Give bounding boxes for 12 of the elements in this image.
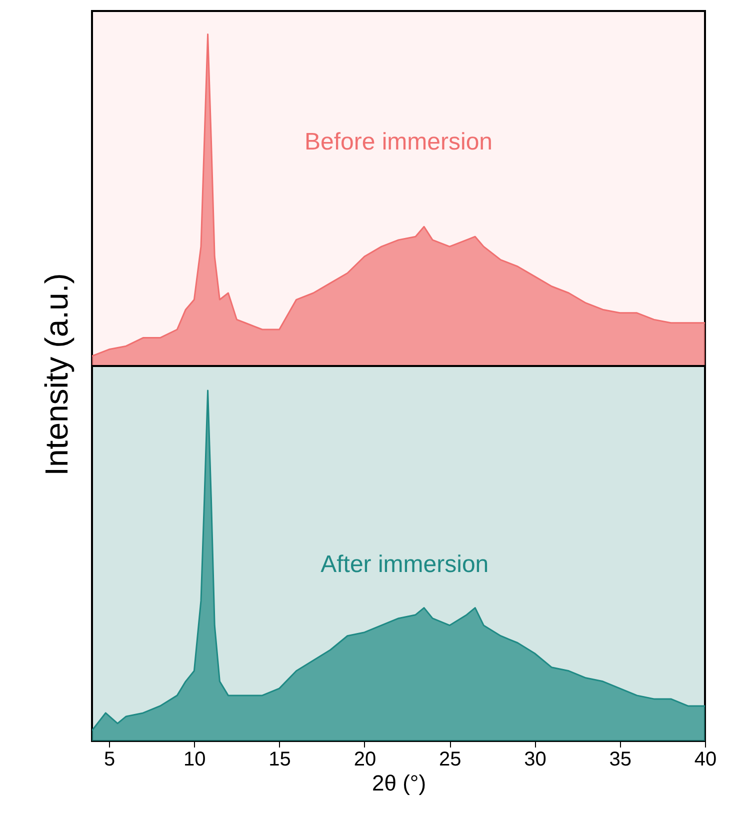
x-tick-label: 35 (609, 748, 632, 770)
x-axis-title: 2θ (°) (372, 770, 426, 796)
x-tick-label: 15 (268, 748, 291, 770)
x-tick-label: 30 (524, 748, 546, 770)
x-tick-label: 25 (438, 748, 462, 770)
x-tick-label: 20 (354, 748, 376, 770)
y-axis-title: Intensity (a.u.) (38, 273, 74, 476)
annotation: Before immersion (304, 128, 493, 156)
x-tick-label: 5 (104, 748, 116, 770)
annotation: After immersion (320, 550, 489, 578)
x-tick-label: 10 (184, 748, 206, 770)
x-tick-label: 40 (694, 748, 717, 770)
